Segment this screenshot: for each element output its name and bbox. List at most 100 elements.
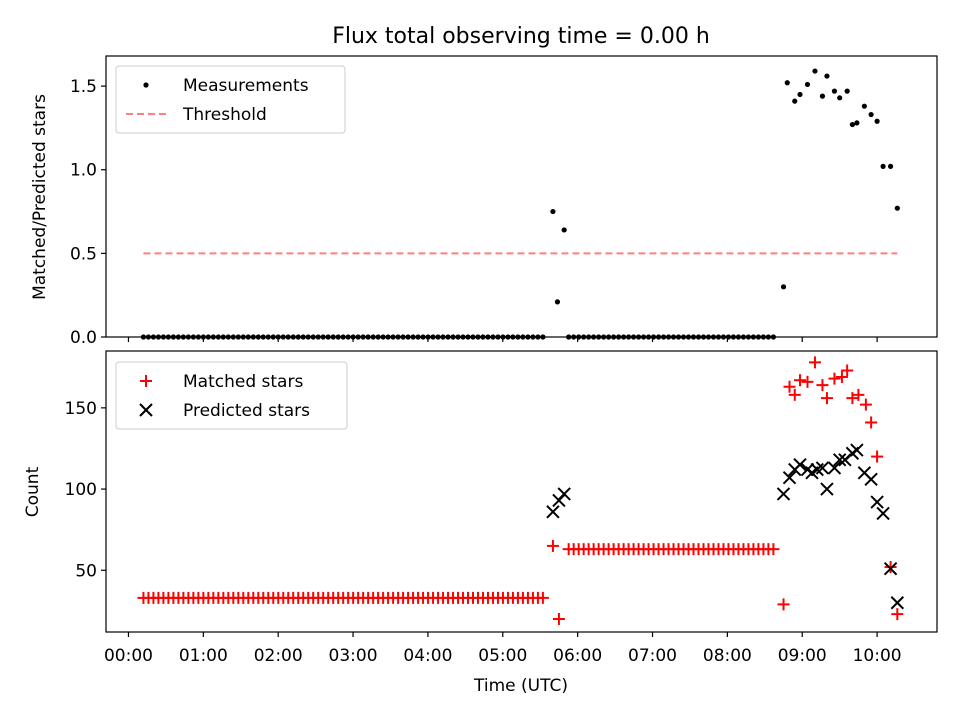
data-point bbox=[849, 121, 856, 128]
data-point bbox=[777, 598, 790, 611]
x-tick-label: 05:00 bbox=[478, 646, 527, 666]
data-point bbox=[835, 370, 848, 383]
top-panel: 0.0 0.5 1.0 1.5 Matched/Predicted stars Mea… bbox=[30, 55, 938, 348]
bottom-axes-frame bbox=[105, 350, 938, 633]
data-point bbox=[557, 487, 571, 501]
top-y-axis: 0.0 0.5 1.0 1.5 bbox=[70, 77, 106, 348]
data-point bbox=[876, 506, 890, 521]
y-tick-label: 150 bbox=[65, 399, 97, 419]
x-tick-label: 10:00 bbox=[853, 646, 902, 666]
data-point bbox=[865, 416, 878, 429]
data-point bbox=[831, 88, 838, 94]
legend-measurements-marker bbox=[143, 82, 149, 88]
data-point bbox=[883, 561, 898, 576]
data-point bbox=[784, 80, 790, 86]
bottom-legend-box bbox=[115, 361, 348, 430]
chart-title: Flux total observing time = 0.00 h bbox=[332, 24, 710, 49]
y-tick-label: 100 bbox=[65, 480, 97, 500]
x-tick-label: 08:00 bbox=[703, 646, 752, 666]
x-tick-label: 03:00 bbox=[329, 646, 378, 666]
data-point bbox=[546, 539, 559, 552]
data-point bbox=[887, 163, 894, 169]
series-predicted-stars bbox=[546, 443, 905, 610]
top-legend-box bbox=[115, 65, 346, 134]
data-point bbox=[820, 482, 834, 496]
data-point bbox=[797, 91, 803, 98]
legend-matched-marker bbox=[140, 375, 152, 387]
data-point bbox=[767, 543, 780, 556]
legend-predicted-label: Predicted stars bbox=[183, 401, 310, 421]
data-point bbox=[780, 284, 787, 290]
data-point bbox=[871, 450, 884, 463]
data-point bbox=[816, 379, 829, 392]
top-y-axis-label: Matched/Predicted stars bbox=[30, 94, 50, 300]
data-point bbox=[550, 208, 556, 215]
data-point bbox=[793, 457, 807, 472]
data-point bbox=[894, 205, 900, 211]
data-point bbox=[827, 461, 842, 475]
data-point bbox=[804, 81, 811, 88]
data-point bbox=[870, 495, 884, 509]
data-point bbox=[546, 505, 560, 519]
x-tick-label: 07:00 bbox=[628, 646, 677, 666]
legend-measurements-label: Measurements bbox=[183, 76, 309, 96]
top-x-axis bbox=[127, 337, 878, 342]
legend-predicted-marker bbox=[139, 403, 153, 417]
data-point bbox=[850, 443, 864, 457]
data-point bbox=[801, 375, 814, 388]
y-tick-label: 50 bbox=[75, 561, 97, 581]
data-point bbox=[890, 596, 905, 610]
data-point bbox=[793, 374, 806, 387]
y-tick-label: 0.0 bbox=[70, 328, 97, 348]
data-point bbox=[891, 608, 904, 621]
top-axes-frame bbox=[105, 55, 938, 338]
bottom-legend: Matched stars Predicted stars bbox=[115, 361, 348, 430]
data-point bbox=[852, 388, 865, 401]
data-point bbox=[884, 561, 897, 574]
legend-threshold-label: Threshold bbox=[182, 105, 267, 125]
y-tick-label: 1.5 bbox=[70, 77, 97, 97]
bottom-y-axis-label: Count bbox=[23, 466, 43, 517]
data-point bbox=[815, 461, 830, 475]
data-point bbox=[776, 487, 791, 501]
series-matched-stars bbox=[137, 356, 904, 626]
data-point bbox=[819, 93, 826, 99]
data-point bbox=[859, 398, 872, 411]
data-point bbox=[841, 364, 854, 377]
bottom-x-axis: 00:00 01:00 02:00 03:00 04:00 05:00 06:00 07:00… bbox=[104, 632, 902, 666]
data-point bbox=[832, 453, 847, 467]
bottom-plot-area bbox=[137, 356, 905, 626]
data-point bbox=[837, 95, 843, 101]
data-point bbox=[820, 392, 833, 405]
data-point bbox=[552, 613, 565, 626]
data-point bbox=[808, 356, 821, 369]
y-tick-label: 1.0 bbox=[70, 161, 97, 181]
data-point bbox=[868, 111, 874, 118]
data-point bbox=[536, 591, 549, 604]
data-point bbox=[824, 73, 830, 79]
data-point bbox=[828, 372, 841, 385]
data-point bbox=[792, 98, 798, 104]
x-axis-label: Time (UTC) bbox=[473, 676, 568, 696]
data-point bbox=[880, 163, 886, 169]
data-point bbox=[554, 299, 561, 305]
data-point bbox=[844, 88, 850, 94]
y-tick-label: 0.5 bbox=[70, 244, 97, 264]
data-point bbox=[561, 227, 567, 233]
x-tick-label: 00:00 bbox=[104, 646, 153, 666]
data-point bbox=[812, 68, 818, 74]
data-point bbox=[874, 118, 880, 124]
top-legend: Measurements Threshold bbox=[115, 65, 346, 134]
data-point bbox=[861, 103, 867, 109]
data-point bbox=[864, 472, 878, 487]
data-point bbox=[783, 380, 796, 393]
x-tick-label: 06:00 bbox=[553, 646, 602, 666]
data-point bbox=[854, 120, 860, 126]
data-point bbox=[788, 388, 801, 401]
bottom-y-axis: 50 100 150 bbox=[65, 399, 106, 581]
legend-matched-label: Matched stars bbox=[183, 372, 303, 392]
x-tick-label: 02:00 bbox=[254, 646, 303, 666]
x-tick-label: 09:00 bbox=[778, 646, 827, 666]
x-tick-label: 01:00 bbox=[179, 646, 228, 666]
